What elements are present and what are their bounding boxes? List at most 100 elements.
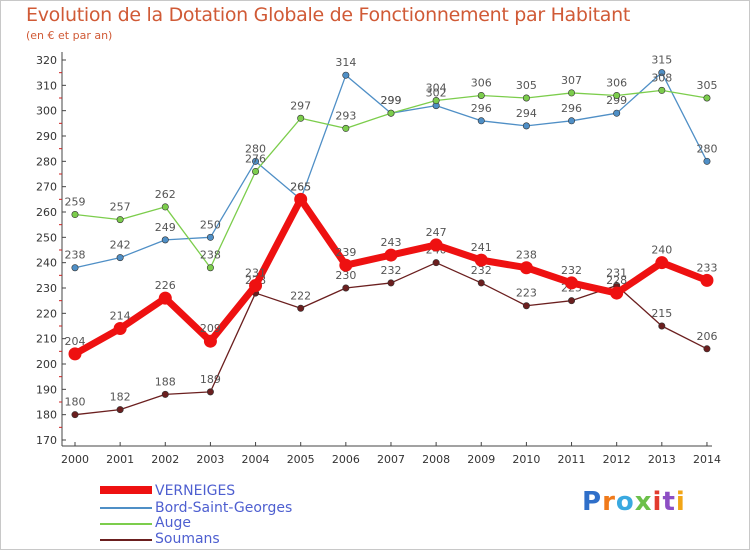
data-label-verneiges: 231	[245, 266, 266, 279]
data-label-verneiges: 239	[335, 246, 356, 259]
data-label-bord-saint-georges: 299	[380, 94, 401, 107]
data-label-bord-saint-georges: 265	[290, 180, 311, 193]
data-point-soumans	[71, 411, 79, 419]
logo-letter: o	[615, 487, 635, 517]
data-label-soumans: 232	[471, 264, 492, 277]
data-point-auge	[116, 216, 124, 224]
data-label-soumans: 232	[380, 264, 401, 277]
y-tick-label: 260	[36, 206, 57, 219]
data-label-auge: 306	[471, 76, 492, 89]
data-point-bord-saint-georges	[477, 117, 485, 125]
data-point-soumans	[387, 279, 395, 287]
data-point-soumans	[116, 406, 124, 414]
data-label-verneiges: 247	[426, 226, 447, 239]
data-label-verneiges: 233	[696, 261, 717, 274]
chart-subtitle: (en € et par an)	[26, 29, 113, 42]
chart-title: Evolution de la Dotation Globale de Fonc…	[26, 4, 631, 26]
data-label-bord-saint-georges: 296	[471, 102, 492, 115]
data-point-auge	[432, 97, 440, 105]
data-point-bord-saint-georges	[116, 254, 124, 262]
data-label-bord-saint-georges: 242	[110, 239, 131, 252]
data-point-bord-saint-georges	[206, 233, 214, 241]
series-verneiges: 2042142262092312652392432472412382322282…	[65, 180, 717, 361]
data-label-auge: 238	[200, 249, 221, 262]
x-tick-label: 2005	[287, 453, 315, 466]
legend-swatch-verneiges	[100, 486, 152, 494]
logo-letter: P	[582, 487, 603, 517]
x-tick-label: 2000	[61, 453, 89, 466]
data-label-auge: 299	[380, 94, 401, 107]
x-tick-label: 2011	[558, 453, 586, 466]
legend-label-bord-saint-georges: Bord-Saint-Georges	[155, 500, 293, 516]
data-label-auge: 297	[290, 99, 311, 112]
data-label-bord-saint-georges: 315	[651, 54, 672, 67]
legend-swatch-auge	[100, 523, 152, 525]
data-point-bord-saint-georges	[568, 117, 576, 125]
data-point-soumans	[161, 390, 169, 398]
data-label-bord-saint-georges: 299	[606, 94, 627, 107]
y-tick-label: 270	[36, 181, 57, 194]
data-label-auge: 276	[245, 152, 266, 165]
data-label-soumans: 231	[606, 266, 627, 279]
data-point-bord-saint-georges	[658, 69, 666, 77]
legend-label-auge: Auge	[155, 515, 191, 531]
data-label-verneiges: 238	[516, 249, 537, 262]
data-label-soumans: 230	[335, 269, 356, 282]
x-tick-label: 2007	[377, 453, 405, 466]
data-label-auge: 308	[651, 71, 672, 84]
data-point-verneiges	[384, 248, 398, 262]
x-tick-label: 2013	[648, 453, 676, 466]
data-point-verneiges	[68, 347, 82, 361]
data-point-bord-saint-georges	[522, 122, 530, 130]
x-tick-label: 2012	[603, 453, 631, 466]
data-point-verneiges	[113, 322, 127, 336]
data-label-bord-saint-georges: 314	[335, 56, 356, 69]
data-point-verneiges	[519, 261, 533, 275]
data-label-soumans: 222	[290, 289, 311, 302]
x-tick-label: 2004	[242, 453, 270, 466]
data-label-verneiges: 265	[290, 180, 311, 193]
data-point-auge	[477, 91, 485, 99]
data-point-verneiges	[610, 286, 624, 300]
x-tick-label: 2010	[512, 453, 540, 466]
y-tick-label: 180	[36, 409, 57, 422]
y-tick-label: 320	[36, 54, 57, 67]
data-point-soumans	[342, 284, 350, 292]
data-point-soumans	[206, 388, 214, 396]
data-point-soumans	[658, 322, 666, 330]
y-tick-label: 280	[36, 155, 57, 168]
data-label-verneiges: 232	[561, 264, 582, 277]
data-point-bord-saint-georges	[342, 71, 350, 79]
y-tick-label: 250	[36, 231, 57, 244]
data-point-verneiges	[158, 291, 172, 305]
data-label-auge: 307	[561, 74, 582, 87]
y-tick-label: 310	[36, 79, 57, 92]
data-label-auge: 305	[696, 79, 717, 92]
data-label-verneiges: 241	[471, 241, 492, 254]
y-tick-label: 240	[36, 257, 57, 270]
data-point-auge	[342, 124, 350, 132]
data-point-verneiges	[565, 276, 579, 290]
data-point-verneiges	[655, 256, 669, 270]
y-tick-label: 220	[36, 307, 57, 320]
data-label-auge: 262	[155, 188, 176, 201]
x-tick-label: 2006	[332, 453, 360, 466]
data-label-verneiges: 214	[110, 310, 131, 323]
data-point-verneiges	[249, 278, 263, 292]
x-tick-label: 2008	[422, 453, 450, 466]
data-point-bord-saint-georges	[252, 157, 260, 165]
data-point-auge	[568, 89, 576, 97]
logo-letter: x	[634, 487, 653, 517]
data-label-verneiges: 209	[200, 322, 221, 335]
data-point-soumans	[477, 279, 485, 287]
data-point-bord-saint-georges	[161, 236, 169, 244]
data-label-bord-saint-georges: 250	[200, 218, 221, 231]
series-auge: 259 257 262 238 276 297 293 299 304 306 305 307 306 3…	[65, 71, 717, 272]
data-point-soumans	[522, 302, 530, 310]
data-point-verneiges	[429, 238, 443, 252]
data-label-bord-saint-georges: 238	[65, 249, 86, 262]
data-point-auge	[206, 264, 214, 272]
data-label-verneiges: 240	[651, 244, 672, 257]
